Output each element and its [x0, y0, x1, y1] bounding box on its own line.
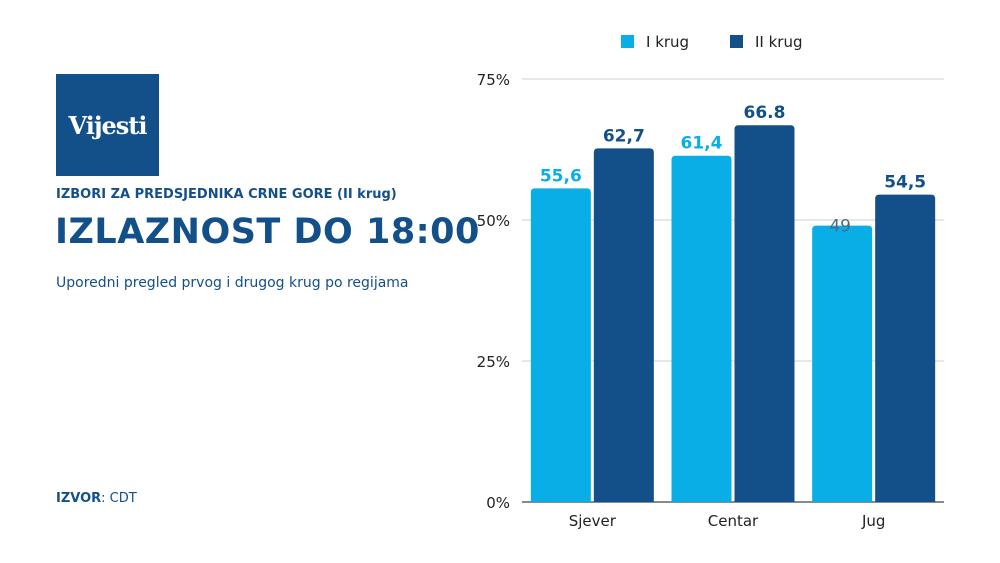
source-value: : CDT: [101, 491, 137, 506]
category-label: Sjever: [569, 512, 617, 530]
data-label: 66.8: [744, 103, 786, 123]
bar-i-krug: [671, 155, 732, 503]
legend-swatch: [730, 35, 743, 48]
category-label: Centar: [708, 512, 759, 530]
category-label: Jug: [861, 512, 885, 530]
bar-ii-krug: [734, 125, 795, 503]
label-layer: 55,6 62,7 Sjever 61,4 66.8 Centar 49 54,5 Jug: [540, 103, 926, 530]
data-label: 55,6: [540, 166, 582, 186]
legend: I krug II krug: [621, 33, 803, 51]
subtitle-text: Uporedni pregled prvog i drugog krug po …: [56, 275, 409, 291]
bar-layer: [530, 125, 936, 503]
data-label: 62,7: [603, 126, 645, 146]
legend-label: II krug: [755, 33, 803, 51]
bar-ii-krug: [593, 148, 654, 502]
bar-i-krug: [812, 225, 873, 502]
grid-layer: 0% 25% 50% 75%: [477, 71, 944, 512]
data-label: 49: [829, 217, 851, 237]
y-tick-label: 25%: [477, 353, 510, 371]
data-label: 54,5: [884, 173, 926, 193]
data-label: 61,4: [681, 134, 723, 154]
y-tick-label: 75%: [477, 71, 510, 89]
source-label: IZVOR: [56, 491, 102, 506]
legend-swatch: [621, 35, 634, 48]
legend-label: I krug: [646, 33, 689, 51]
kicker-text: IZBORI ZA PREDSJEDNIKA CRNE GORE (II kru…: [56, 187, 397, 202]
bar-ii-krug: [875, 194, 936, 502]
bar-i-krug: [530, 188, 591, 502]
y-tick-label: 50%: [477, 212, 510, 230]
page-title: IZLAZNOST DO 18:00: [55, 212, 480, 252]
vijesti-logo: Vijesti: [56, 74, 159, 176]
y-tick-label: 0%: [486, 494, 510, 512]
source-note: IZVOR: CDT: [56, 491, 137, 506]
